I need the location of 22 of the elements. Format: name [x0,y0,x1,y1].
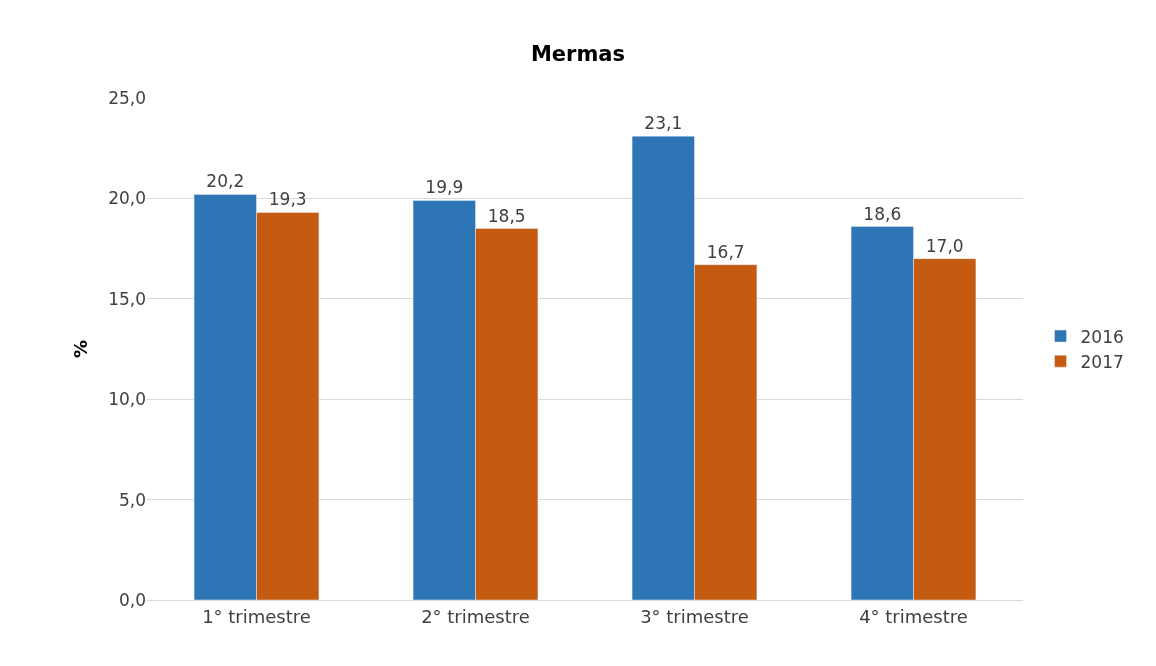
y-tick-label: 0,0 [118,589,146,610]
data-label: 20,2 [206,171,245,192]
data-label: 23,1 [644,113,683,134]
x-tick-label: 2° trimestre [421,605,530,627]
legend-label: 2017 [1080,351,1124,372]
data-label: 16,7 [706,241,745,262]
data-label: 18,6 [863,203,902,224]
data-label: 19,3 [268,189,307,210]
y-tick-label: 10,0 [108,389,146,410]
y-tick-label: 5,0 [118,489,146,510]
y-tick-label: 20,0 [108,188,146,209]
data-label: 18,5 [487,205,526,226]
data-label: 17,0 [925,235,964,256]
y-axis-title: % [70,339,92,359]
x-tick-label: 3° trimestre [640,605,749,627]
y-tick-label: 25,0 [108,87,146,108]
legend-label: 2016 [1080,326,1124,347]
x-tick-label: 1° trimestre [202,605,311,627]
y-tick-label: 15,0 [108,288,146,309]
data-label: 19,9 [425,177,464,198]
chart-title: Mermas [530,42,626,67]
x-tick-label: 4° trimestre [859,605,968,627]
